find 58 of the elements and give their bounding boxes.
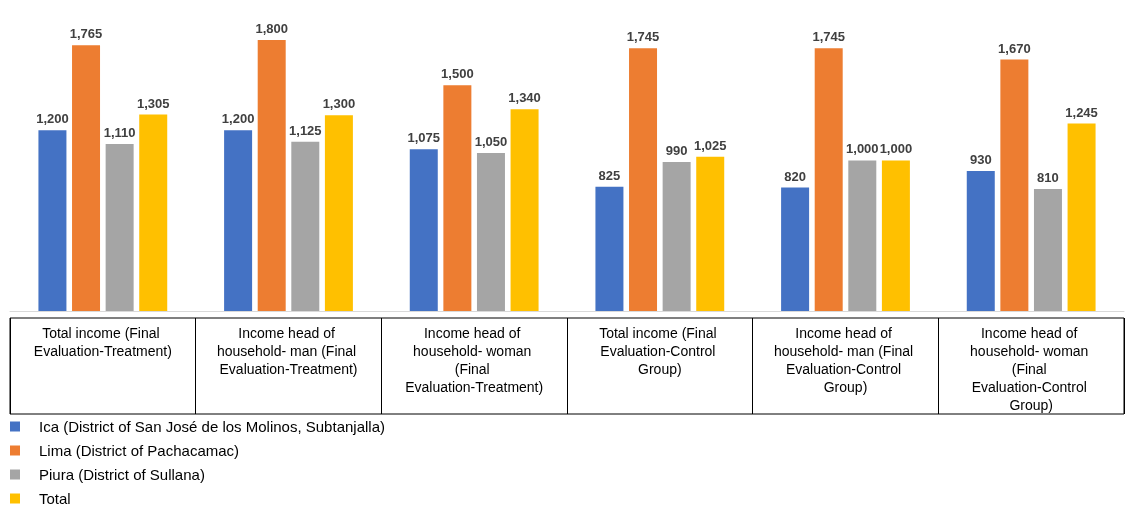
bar xyxy=(476,152,505,311)
legend-label: Ica (District of San José de los Molinos, Subtanjalla) xyxy=(39,418,385,435)
bar xyxy=(409,149,438,311)
bar xyxy=(629,48,658,311)
data-label: 1,340 xyxy=(508,90,541,106)
data-label: 1,200 xyxy=(36,111,69,127)
bar xyxy=(224,130,253,311)
bar xyxy=(881,160,910,311)
bar xyxy=(38,130,67,311)
bar xyxy=(595,186,624,311)
data-label: 930 xyxy=(969,151,992,167)
bar xyxy=(291,141,320,311)
bar xyxy=(105,143,134,311)
bar xyxy=(696,156,725,311)
data-label: 1,800 xyxy=(255,21,288,36)
x-tick-label: Income head of household- woman (Final Evaluation-Control Group) xyxy=(970,325,1093,413)
data-label: 1,245 xyxy=(1065,104,1098,120)
data-label: 1,745 xyxy=(626,29,660,45)
x-tick-label: Income head of household- man (Final Evaluation-Control Group) xyxy=(773,325,918,395)
data-label: 820 xyxy=(784,168,806,184)
legend-label: Piura (District of Sullana) xyxy=(39,466,205,483)
x-tick-label: Income head of household- woman (Final Evaluation-Treatment) xyxy=(405,325,544,395)
bar xyxy=(324,115,353,311)
bar xyxy=(72,45,101,311)
bar xyxy=(443,85,472,311)
data-label: 1,125 xyxy=(289,122,322,138)
legend-label: Lima (District of Pachacamac) xyxy=(39,442,240,459)
bar xyxy=(257,40,286,311)
bar xyxy=(814,48,843,311)
bar xyxy=(662,161,691,311)
data-label: 1,025 xyxy=(693,137,727,153)
x-tick-label: Income head of household- man (Final Evaluation-Treatment) xyxy=(216,325,361,377)
data-label: 1,300 xyxy=(322,96,356,112)
bar xyxy=(781,187,810,311)
bar xyxy=(139,114,168,311)
data-label: 810 xyxy=(1037,170,1059,186)
data-label: 1,000 xyxy=(879,141,913,157)
data-label: 1,745 xyxy=(812,29,845,45)
data-label: 1,075 xyxy=(407,130,441,146)
data-label: 1,110 xyxy=(103,124,136,140)
data-label: 1,200 xyxy=(221,111,255,127)
data-label: 990 xyxy=(665,142,688,158)
data-label: 1,050 xyxy=(474,133,508,149)
bar xyxy=(966,170,995,311)
data-label: 1,305 xyxy=(136,95,170,111)
data-label: 1,500 xyxy=(441,66,474,82)
x-tick-label: Total income (Final Evaluation-Treatment) xyxy=(33,325,172,359)
bar xyxy=(510,109,539,311)
data-label: 1,000 xyxy=(846,141,879,157)
data-label: 825 xyxy=(598,167,621,183)
x-tick-label: Total income (Final Evaluation-Control Group) xyxy=(599,325,721,377)
bar xyxy=(1000,59,1029,311)
data-label: 1,670 xyxy=(998,40,1031,56)
bar xyxy=(848,160,877,311)
bar xyxy=(1067,123,1096,311)
bar xyxy=(1033,189,1062,311)
legend-label: Total xyxy=(39,490,71,507)
data-label: 1,765 xyxy=(69,26,103,42)
